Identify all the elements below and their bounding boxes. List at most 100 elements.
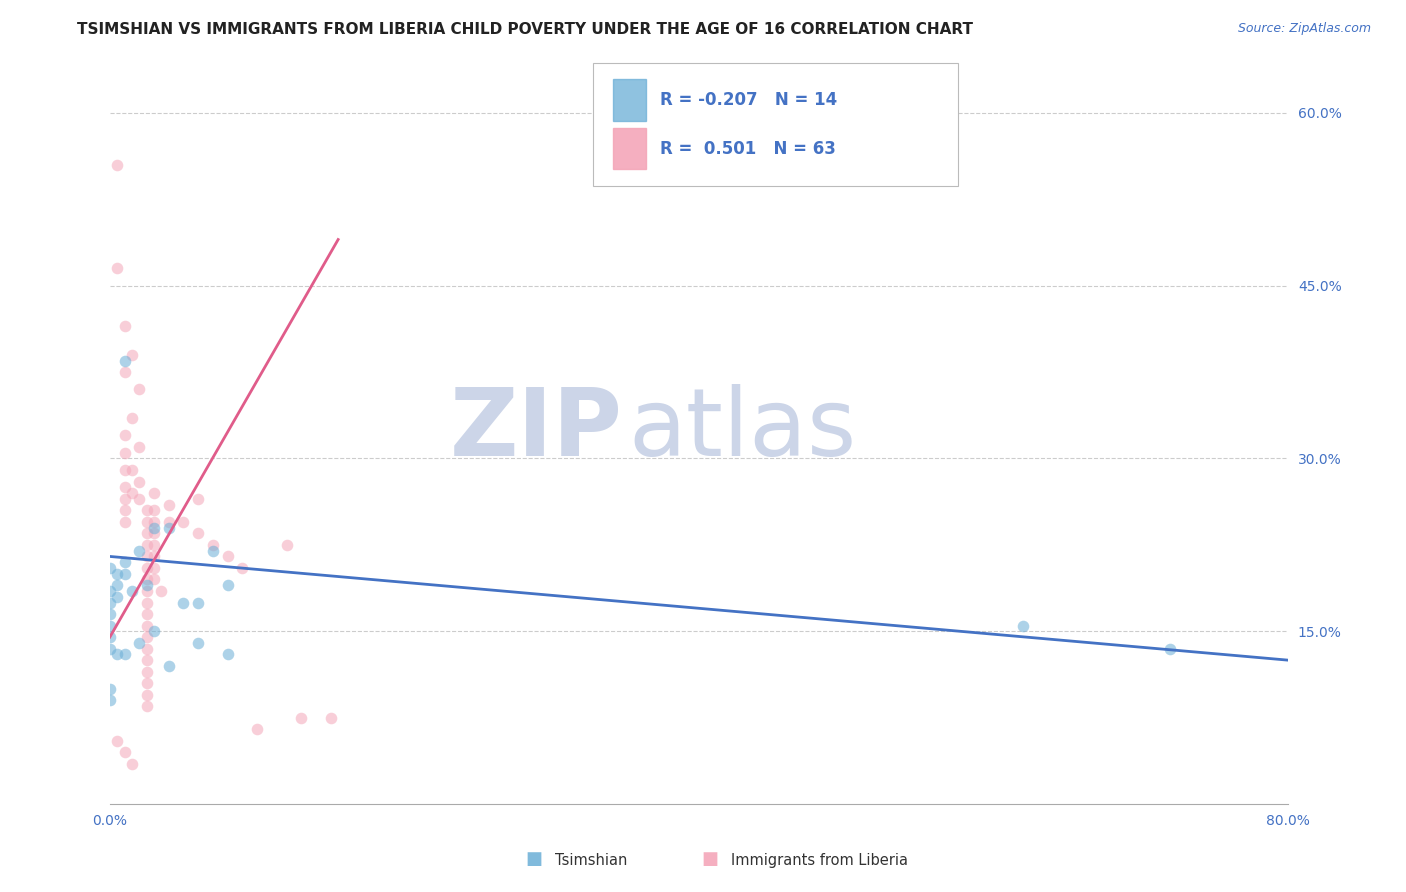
Point — [114, 353, 136, 368]
Point — [135, 618, 157, 632]
Point — [98, 681, 121, 696]
Bar — [613, 128, 645, 169]
Point — [105, 578, 128, 592]
Point — [143, 515, 166, 529]
Point — [135, 526, 157, 541]
Point — [98, 630, 121, 644]
Point — [98, 607, 121, 621]
Point — [157, 659, 180, 673]
Point — [143, 624, 166, 639]
Text: R = -0.207   N = 14: R = -0.207 N = 14 — [661, 91, 838, 109]
Point — [135, 688, 157, 702]
Point — [1012, 618, 1035, 632]
Point — [143, 573, 166, 587]
Point — [135, 699, 157, 714]
Point — [143, 486, 166, 500]
Point — [143, 526, 166, 541]
Point — [105, 566, 128, 581]
Point — [98, 693, 121, 707]
Point — [217, 578, 239, 592]
Point — [128, 475, 150, 489]
Point — [128, 491, 150, 506]
Point — [121, 348, 143, 362]
Point — [290, 711, 312, 725]
Point — [246, 723, 269, 737]
Point — [143, 503, 166, 517]
Point — [114, 428, 136, 442]
Point — [98, 595, 121, 609]
Point — [128, 543, 150, 558]
Point — [121, 756, 143, 771]
Point — [231, 561, 253, 575]
Point — [201, 538, 224, 552]
Point — [187, 595, 209, 609]
Point — [128, 382, 150, 396]
Point — [135, 503, 157, 517]
Point — [121, 584, 143, 599]
Point — [135, 549, 157, 564]
Text: ■: ■ — [702, 850, 718, 868]
Point — [187, 491, 209, 506]
Point — [187, 636, 209, 650]
Point — [157, 515, 180, 529]
Point — [1159, 641, 1181, 656]
Point — [187, 526, 209, 541]
Point — [98, 641, 121, 656]
Point — [128, 440, 150, 454]
Point — [105, 158, 128, 172]
Point — [121, 411, 143, 425]
Text: atlas: atlas — [628, 384, 856, 475]
Point — [135, 630, 157, 644]
Point — [105, 261, 128, 276]
Point — [135, 573, 157, 587]
Point — [143, 521, 166, 535]
Point — [143, 549, 166, 564]
Point — [319, 711, 342, 725]
Bar — [613, 79, 645, 120]
Point — [114, 555, 136, 569]
Point — [157, 521, 180, 535]
Point — [135, 676, 157, 690]
Text: ZIP: ZIP — [450, 384, 623, 475]
Point — [114, 480, 136, 494]
Point — [172, 595, 194, 609]
Point — [114, 491, 136, 506]
Point — [135, 653, 157, 667]
Point — [121, 486, 143, 500]
Point — [217, 549, 239, 564]
Point — [114, 463, 136, 477]
Point — [135, 515, 157, 529]
Point — [98, 584, 121, 599]
Point — [150, 584, 173, 599]
Point — [114, 745, 136, 759]
Point — [135, 578, 157, 592]
Point — [114, 318, 136, 333]
Point — [114, 446, 136, 460]
Point — [135, 595, 157, 609]
Point — [135, 538, 157, 552]
Point — [114, 648, 136, 662]
Point — [135, 665, 157, 679]
Point — [135, 641, 157, 656]
Point — [201, 543, 224, 558]
Point — [114, 503, 136, 517]
Point — [105, 648, 128, 662]
Point — [276, 538, 298, 552]
Point — [157, 498, 180, 512]
Point — [143, 561, 166, 575]
Point — [128, 636, 150, 650]
Point — [135, 607, 157, 621]
Text: R =  0.501   N = 63: R = 0.501 N = 63 — [661, 140, 837, 158]
Point — [217, 648, 239, 662]
Text: Immigrants from Liberia: Immigrants from Liberia — [731, 853, 908, 868]
Point — [121, 463, 143, 477]
Text: TSIMSHIAN VS IMMIGRANTS FROM LIBERIA CHILD POVERTY UNDER THE AGE OF 16 CORRELATI: TSIMSHIAN VS IMMIGRANTS FROM LIBERIA CHI… — [77, 22, 973, 37]
FancyBboxPatch shape — [593, 62, 959, 186]
Point — [114, 365, 136, 379]
Point — [105, 590, 128, 604]
Point — [105, 734, 128, 748]
Point — [114, 515, 136, 529]
Text: Tsimshian: Tsimshian — [555, 853, 627, 868]
Point — [135, 584, 157, 599]
Point — [143, 538, 166, 552]
